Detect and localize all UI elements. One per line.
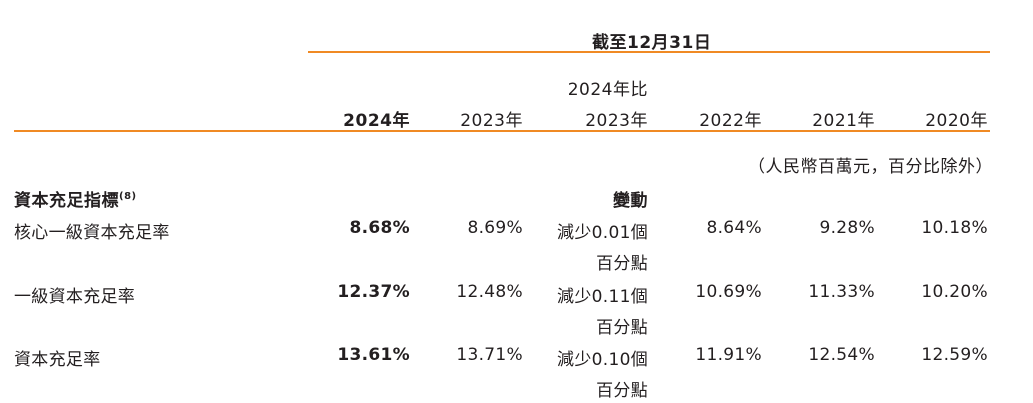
change-header-line1: 2024年比 bbox=[567, 80, 648, 100]
section-footnote-ref: (8) bbox=[119, 191, 137, 202]
column-header-2021: 2021年 bbox=[812, 111, 875, 131]
value-2021: 12.54% bbox=[808, 345, 875, 365]
period-header: 截至12月31日 bbox=[592, 33, 712, 53]
change-value-line1: 減少0.11個 bbox=[557, 287, 648, 307]
value-2021: 9.28% bbox=[819, 218, 875, 238]
row-label: 核心一級資本充足率 bbox=[14, 223, 170, 243]
change-value-line1: 減少0.10個 bbox=[557, 350, 648, 370]
change-value-line2: 百分點 bbox=[596, 381, 648, 401]
change-value-line2: 百分點 bbox=[596, 318, 648, 338]
value-2020: 10.20% bbox=[921, 282, 988, 302]
section-title: 資本充足指標(8) bbox=[14, 186, 137, 211]
change-header-line2: 2023年 bbox=[585, 111, 648, 131]
value-2023: 8.69% bbox=[467, 218, 523, 238]
unit-note: （人民幣百萬元，百分比除外） bbox=[748, 157, 993, 177]
column-header-rule bbox=[14, 130, 990, 132]
value-2021: 11.33% bbox=[808, 282, 875, 302]
row-label: 一級資本充足率 bbox=[14, 287, 136, 307]
value-2020: 10.18% bbox=[921, 218, 988, 238]
column-header-2022: 2022年 bbox=[699, 111, 762, 131]
value-2023: 13.71% bbox=[456, 345, 523, 365]
value-2022: 8.64% bbox=[706, 218, 762, 238]
value-2023: 12.48% bbox=[456, 282, 523, 302]
row-label: 資本充足率 bbox=[14, 350, 101, 370]
value-2020: 12.59% bbox=[921, 345, 988, 365]
column-header-2023: 2023年 bbox=[460, 111, 523, 131]
column-header-2024: 2024年 bbox=[343, 111, 410, 131]
value-2024: 13.61% bbox=[337, 345, 410, 365]
value-2022: 11.91% bbox=[695, 345, 762, 365]
change-value-line2: 百分點 bbox=[596, 254, 648, 274]
change-label: 變動 bbox=[613, 191, 648, 211]
period-header-rule bbox=[308, 51, 990, 53]
change-value-line1: 減少0.01個 bbox=[557, 223, 648, 243]
section-title-text: 資本充足指標 bbox=[14, 191, 119, 211]
value-2024: 8.68% bbox=[349, 218, 410, 238]
value-2024: 12.37% bbox=[337, 282, 410, 302]
column-header-2020: 2020年 bbox=[925, 111, 988, 131]
value-2022: 10.69% bbox=[695, 282, 762, 302]
